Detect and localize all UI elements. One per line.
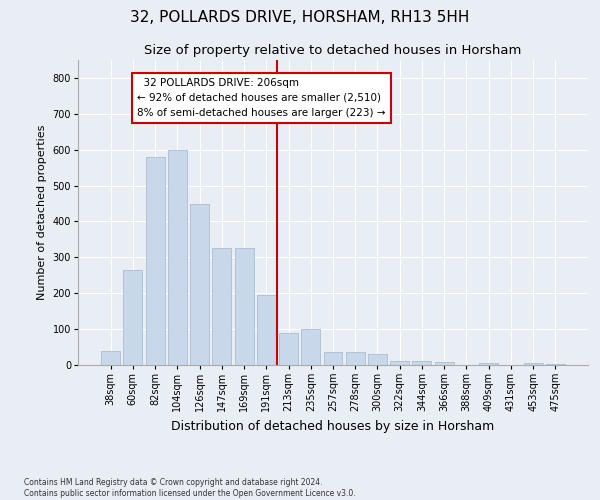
Bar [235,248,254,365]
Bar [279,332,298,365]
Bar [412,360,431,365]
Bar [390,360,409,365]
Bar [301,329,320,365]
Bar [546,364,565,365]
Bar [257,295,276,365]
Bar [124,270,142,365]
Bar [168,150,187,365]
Text: 32 POLLARDS DRIVE: 206sqm  
← 92% of detached houses are smaller (2,510)
8% of s: 32 POLLARDS DRIVE: 206sqm ← 92% of detac… [137,78,386,118]
Bar [479,363,498,365]
Bar [101,352,120,365]
X-axis label: Distribution of detached houses by size in Horsham: Distribution of detached houses by size … [172,420,494,433]
Y-axis label: Number of detached properties: Number of detached properties [37,125,47,300]
Text: 32, POLLARDS DRIVE, HORSHAM, RH13 5HH: 32, POLLARDS DRIVE, HORSHAM, RH13 5HH [130,10,470,25]
Bar [524,363,542,365]
Bar [190,204,209,365]
Bar [435,362,454,365]
Text: Contains HM Land Registry data © Crown copyright and database right 2024.
Contai: Contains HM Land Registry data © Crown c… [24,478,356,498]
Bar [368,354,387,365]
Bar [346,352,365,365]
Bar [212,248,231,365]
Bar [323,352,343,365]
Bar [146,157,164,365]
Title: Size of property relative to detached houses in Horsham: Size of property relative to detached ho… [145,44,521,58]
